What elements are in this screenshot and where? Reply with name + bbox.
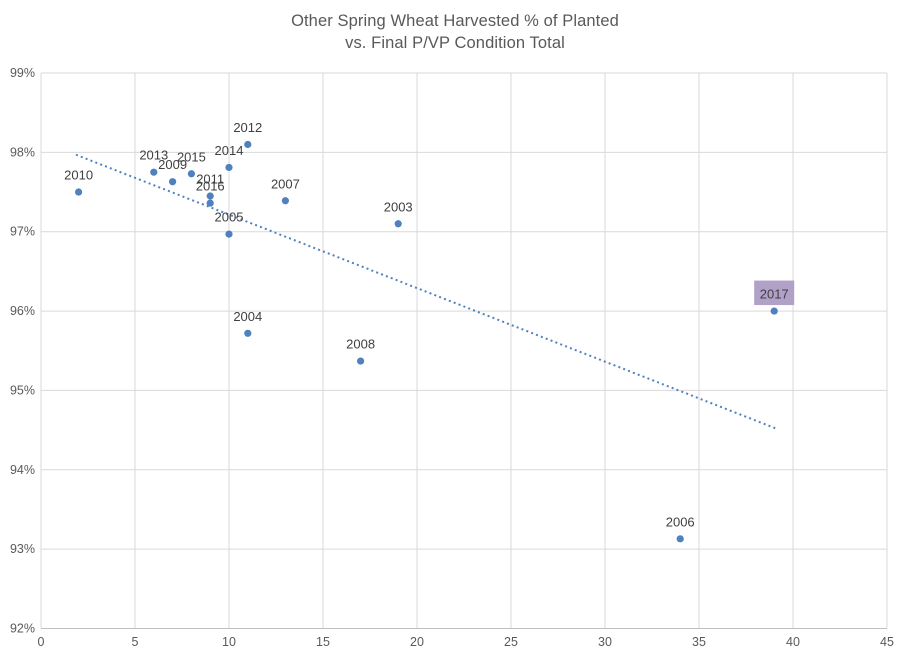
data-point-2003 (394, 220, 402, 228)
y-axis-tick-96%: 96% (10, 304, 35, 318)
x-axis-tick-35: 35 (692, 635, 706, 649)
highlight-box-2017 (754, 280, 795, 306)
data-point-label-2013: 2013 (139, 148, 168, 163)
data-point-2015 (187, 170, 195, 178)
y-axis-tick-93%: 93% (10, 542, 35, 556)
x-axis-tick-30: 30 (598, 635, 612, 649)
y-axis-tick-95%: 95% (10, 383, 35, 397)
data-point-label-2006: 2006 (666, 514, 695, 529)
data-point-label-2009: 2009 (158, 157, 187, 172)
data-point-2016 (206, 199, 214, 207)
x-axis-tick-0: 0 (38, 635, 45, 649)
data-point-label-2007: 2007 (271, 176, 300, 191)
x-axis-tick-5: 5 (132, 635, 139, 649)
data-point-2010 (75, 188, 83, 196)
data-point-label-2016: 2016 (196, 179, 225, 194)
x-axis-tick-15: 15 (316, 635, 330, 649)
data-point-2011 (206, 192, 214, 200)
data-point-label-2011: 2011 (196, 172, 224, 187)
chart-title-line2: vs. Final P/VP Condition Total (345, 34, 565, 52)
data-point-2012 (244, 140, 252, 149)
data-point-2007 (281, 197, 289, 205)
y-axis-tick-99%: 99% (10, 66, 35, 80)
data-point-label-2008: 2008 (346, 337, 375, 352)
y-axis-tick-98%: 98% (10, 145, 35, 159)
data-point-2013 (150, 168, 158, 176)
data-point-label-2005: 2005 (215, 210, 244, 225)
x-axis-tick-25: 25 (504, 635, 518, 649)
data-point-label-2004: 2004 (233, 309, 262, 324)
data-point-2014 (225, 163, 233, 172)
x-axis-tick-10: 10 (222, 635, 236, 649)
x-axis-tick-20: 20 (410, 635, 424, 649)
y-axis-tick-97%: 97% (10, 225, 35, 239)
y-axis-tick-92%: 92% (10, 622, 35, 636)
data-point-2008 (357, 357, 365, 365)
x-axis-tick-40: 40 (786, 635, 800, 649)
data-point-label-2012: 2012 (233, 120, 262, 135)
data-point-2006 (676, 535, 684, 543)
data-point-label-2003: 2003 (384, 199, 413, 214)
data-point-label-2014: 2014 (215, 143, 244, 158)
y-axis-tick-94%: 94% (10, 463, 35, 477)
data-point-2005 (225, 230, 233, 238)
data-point-2009 (169, 178, 177, 186)
data-point-2004 (244, 329, 252, 337)
trendline (75, 153, 777, 430)
data-point-label-2010: 2010 (64, 168, 93, 183)
chart-title-line1: Other Spring Wheat Harvested % of Plante… (291, 12, 619, 30)
chart-title: Other Spring Wheat Harvested % of Plante… (0, 10, 910, 54)
data-point-label-2017: 2017 (760, 287, 789, 302)
data-point-2017 (770, 307, 778, 315)
x-axis-tick-45: 45 (880, 635, 894, 649)
data-point-label-2015: 2015 (177, 149, 206, 164)
